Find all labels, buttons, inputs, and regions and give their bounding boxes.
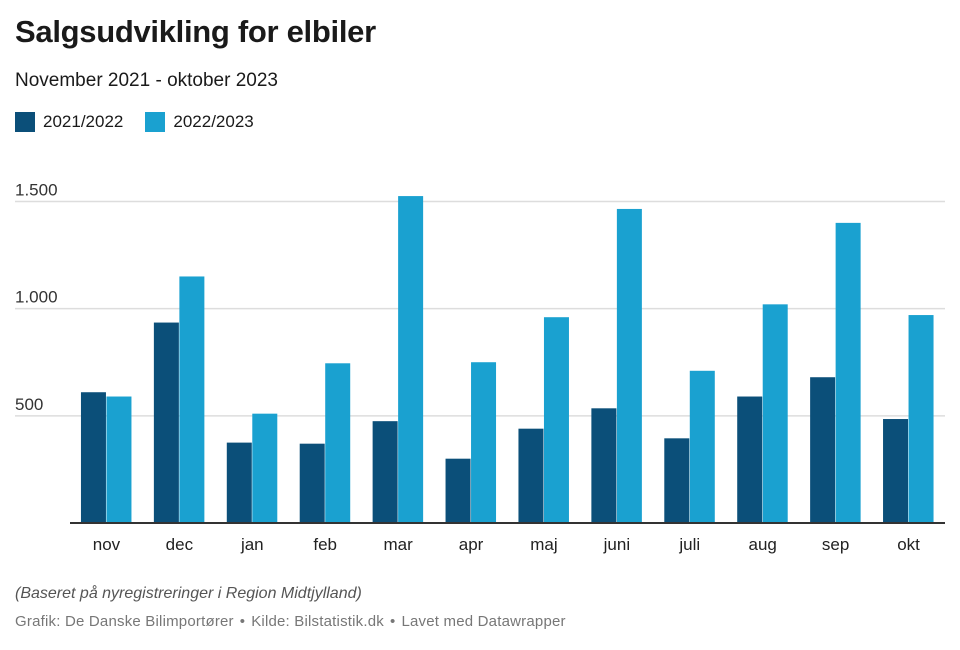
bar-series-1 xyxy=(372,421,398,523)
footer-made-with: Lavet med Datawrapper xyxy=(401,613,566,630)
x-tick-label: dec xyxy=(166,535,194,554)
bar-series-1 xyxy=(518,428,544,523)
chart-footer: Grafik: De Danske Bilimportører • Kilde: B… xyxy=(15,613,566,630)
legend-swatch-series-1 xyxy=(15,112,35,132)
bar-series-1 xyxy=(591,408,617,523)
bar-series-2 xyxy=(252,413,278,523)
x-tick-label: apr xyxy=(459,535,484,554)
bar-series-2 xyxy=(762,304,788,523)
footer-source: Kilde: Bilstatistik.dk xyxy=(251,613,384,630)
x-tick-label: maj xyxy=(530,535,557,554)
x-tick-label: feb xyxy=(313,535,337,554)
y-tick-label: 1.500 xyxy=(15,180,58,199)
legend: 2021/2022 2022/2023 xyxy=(15,112,276,132)
bar-series-1 xyxy=(883,419,909,523)
bar-series-2 xyxy=(616,208,642,524)
chart-title: Salgsudvikling for elbiler xyxy=(15,14,376,49)
footer-graphic-credit: Grafik: De Danske Bilimportører xyxy=(15,613,234,630)
chart-note: (Baseret på nyregistreringer i Region Mi… xyxy=(15,585,362,602)
bar-series-1 xyxy=(226,442,252,523)
legend-swatch-series-2 xyxy=(145,112,166,132)
bar-series-1 xyxy=(664,438,690,523)
x-tick-label: nov xyxy=(93,535,121,554)
legend-label-series-2: 2022/2023 xyxy=(173,112,254,131)
x-tick-label: sep xyxy=(822,535,849,554)
x-tick-label: juni xyxy=(603,535,630,554)
bar-series-2 xyxy=(325,363,351,523)
footer-separator: • xyxy=(239,613,246,630)
bar-series-1 xyxy=(445,458,471,523)
bar-series-2 xyxy=(543,317,569,523)
y-tick-label: 1.000 xyxy=(15,288,58,307)
chart-subtitle: November 2021 - oktober 2023 xyxy=(15,70,278,91)
legend-label-series-1: 2021/2022 xyxy=(43,112,124,131)
x-tick-label: juli xyxy=(678,535,700,554)
footer-separator: • xyxy=(389,613,396,630)
legend-item-series-2: 2022/2023 xyxy=(145,112,254,132)
x-tick-label: okt xyxy=(897,535,920,554)
bar-series-1 xyxy=(737,396,763,523)
bar-series-2 xyxy=(908,315,934,523)
y-tick-label: 500 xyxy=(15,395,43,414)
bar-series-1 xyxy=(299,443,325,523)
bar-series-2 xyxy=(106,396,132,523)
bar-series-1 xyxy=(810,377,836,523)
legend-item-series-1: 2021/2022 xyxy=(15,112,123,132)
bar-series-2 xyxy=(471,362,497,523)
bar-series-1 xyxy=(153,322,179,523)
x-tick-label: mar xyxy=(383,535,413,554)
x-tick-label: jan xyxy=(240,535,264,554)
bar-series-2 xyxy=(179,276,205,523)
bar-chart: 500 1.000 1.500 nov dec jan feb mar apr maj juni ju… xyxy=(15,180,945,554)
bar-series-1 xyxy=(80,392,106,523)
bar-series-2 xyxy=(835,222,861,523)
x-tick-label: aug xyxy=(749,535,777,554)
bar-series-2 xyxy=(689,370,715,523)
bar-series-2 xyxy=(398,196,424,523)
